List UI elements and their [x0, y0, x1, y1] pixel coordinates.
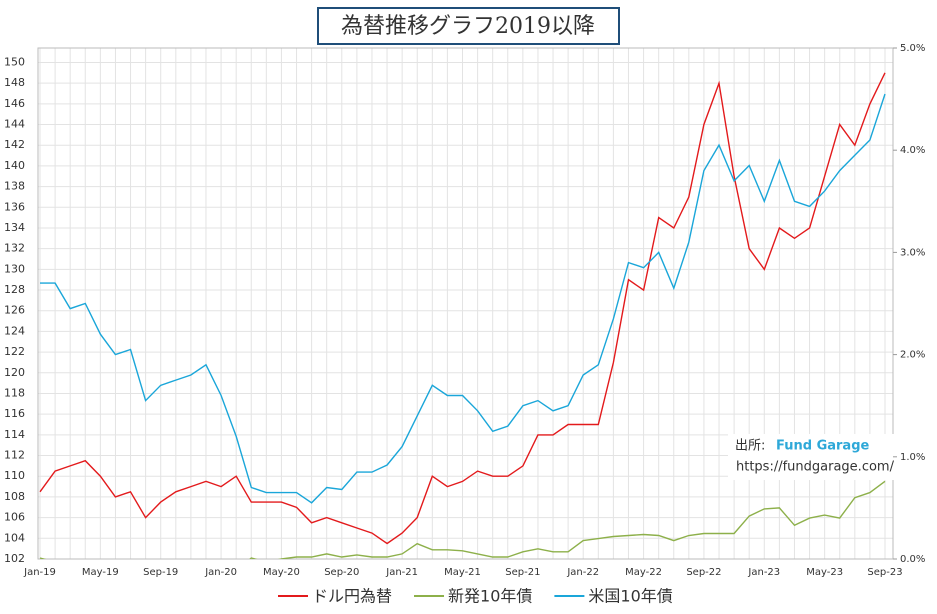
y-tick-label: 116 — [4, 407, 25, 420]
legend-label: ドル円為替 — [312, 587, 392, 606]
title-box — [317, 7, 620, 45]
y-tick-label: 146 — [4, 97, 25, 110]
y-tick-label: 150 — [4, 55, 25, 68]
series-line — [39, 480, 886, 559]
x-tick-label: May-19 — [82, 567, 119, 578]
x-tick-label: Jan-23 — [747, 567, 780, 578]
x-tick-label: May-20 — [263, 567, 300, 578]
y2-tick-label: 1.0% — [900, 452, 925, 463]
legend-label: 米国10年債 — [588, 587, 672, 606]
y2-tick-label: 0.0% — [900, 554, 925, 565]
x-tick-label: Jan-22 — [566, 567, 599, 578]
y-tick-label: 108 — [4, 490, 25, 503]
x-tick-label: Sep-22 — [686, 567, 721, 578]
series-line — [40, 93, 886, 504]
y-tick-label: 142 — [4, 138, 25, 151]
y-tick-label: 132 — [4, 242, 25, 255]
series-line — [39, 72, 886, 545]
y-tick-label: 104 — [4, 531, 25, 544]
x-tick-label: Jan-20 — [204, 567, 237, 578]
y2-tick-label: 2.0% — [900, 350, 925, 361]
y-tick-label: 144 — [4, 118, 25, 131]
y-tick-label: 140 — [4, 159, 25, 172]
y-tick-label: 102 — [4, 552, 25, 565]
source-label: 出所: — [735, 439, 765, 454]
source-name: Fund Garage — [776, 439, 870, 454]
x-tick-label: May-21 — [444, 567, 481, 578]
y-tick-label: 128 — [4, 283, 25, 296]
chart-title: 為替推移グラフ2019以降 — [341, 14, 595, 39]
x-tick-label: Sep-19 — [143, 567, 178, 578]
y-tick-label: 124 — [4, 324, 25, 337]
y-tick-label: 120 — [4, 366, 25, 379]
x-tick-label: May-23 — [806, 567, 843, 578]
y-tick-label: 126 — [4, 304, 25, 317]
x-tick-label: Sep-21 — [505, 567, 540, 578]
y-tick-label: 110 — [4, 469, 25, 482]
y-tick-label: 148 — [4, 76, 25, 89]
y-tick-label: 130 — [4, 262, 25, 275]
y-tick-label: 114 — [4, 428, 25, 441]
source-url: https://fundgarage.com/ — [736, 460, 895, 475]
x-tick-label: May-22 — [625, 567, 662, 578]
plot-frame — [37, 47, 894, 560]
y2-tick-label: 5.0% — [900, 43, 925, 54]
x-tick-label: Jan-21 — [385, 567, 418, 578]
y-tick-label: 106 — [4, 511, 25, 524]
y-tick-label: 118 — [4, 386, 25, 399]
y-tick-label: 122 — [4, 345, 25, 358]
y-tick-label: 138 — [4, 180, 25, 193]
y-tick-label: 134 — [4, 221, 25, 234]
x-tick-label: Sep-20 — [324, 567, 359, 578]
y2-tick-label: 3.0% — [900, 247, 925, 258]
y-tick-label: 136 — [4, 200, 25, 213]
legend-label: 新発10年債 — [448, 587, 532, 606]
y2-tick-label: 4.0% — [900, 145, 925, 156]
x-tick-label: Sep-23 — [867, 567, 902, 578]
x-tick-label: Jan-19 — [23, 567, 56, 578]
y-tick-label: 112 — [4, 449, 25, 462]
annotation-bg — [728, 434, 898, 480]
